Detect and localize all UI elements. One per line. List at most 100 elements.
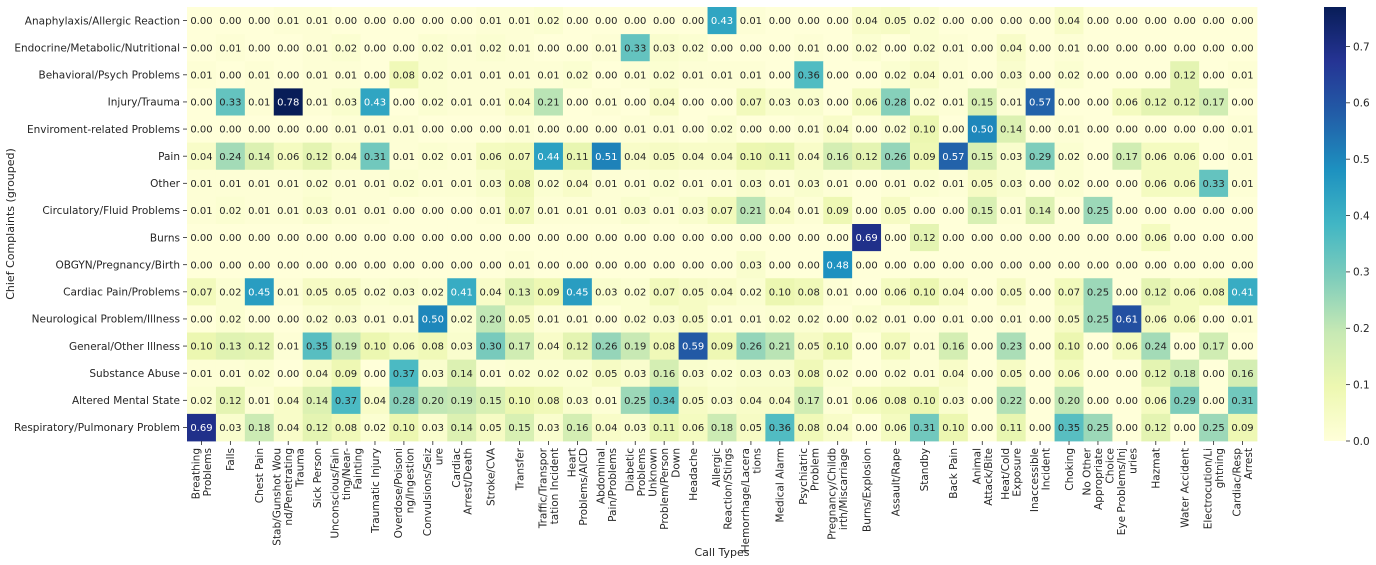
cell-value-label: 0.41: [451, 287, 473, 298]
colorbar-tick-label: 0.6: [1353, 98, 1370, 110]
column-label: Stab/Gunshot Wou: [272, 448, 284, 546]
cell-value-label: 0.00: [595, 233, 617, 244]
cell-value-label: 0.01: [827, 287, 849, 298]
cell-value-label: 0.06: [855, 98, 877, 109]
row-label: Anaphylaxis/Allergic Reaction: [25, 15, 180, 27]
cell-value-label: 0.00: [798, 260, 820, 271]
column-label: ghtning: [1214, 448, 1226, 488]
cell-value-label: 0.00: [1145, 16, 1167, 27]
cell-value-label: 0.00: [1202, 125, 1224, 136]
column-label: Animal: [971, 448, 983, 484]
cell-value-label: 0.07: [508, 152, 530, 163]
row-label: Enviroment-related Problems: [27, 124, 180, 136]
cell-value-label: 0.01: [942, 98, 964, 109]
cell-value-label: 0.01: [798, 43, 820, 54]
column-label: Down: [670, 448, 682, 478]
cell-value-label: 0.19: [335, 342, 357, 353]
cell-value-label: 0.00: [1145, 70, 1167, 81]
cell-value-label: 0.00: [1116, 287, 1138, 298]
cell-value-label: 0.36: [798, 70, 820, 81]
cell-value-label: 0.11: [566, 152, 588, 163]
column-label: Hemorrhage/Lacera: [740, 448, 752, 552]
cell-value-label: 0.00: [190, 125, 212, 136]
cell-value-label: 0.00: [769, 16, 791, 27]
column-label: Medical Alarm: [775, 448, 787, 522]
cell-value-label: 0.03: [1000, 70, 1022, 81]
cell-value-label: 0.00: [422, 233, 444, 244]
cell-value-label: 0.03: [306, 206, 328, 217]
cell-value-label: 0.01: [335, 179, 357, 190]
cell-value-label: 0.01: [711, 315, 733, 326]
cell-value-label: 0.00: [1000, 233, 1022, 244]
cell-value-label: 0.09: [913, 152, 935, 163]
column-label: Unconscious/Fain: [329, 448, 341, 539]
cell-value-label: 0.23: [1000, 342, 1022, 353]
column-label: Problems/AICD: [578, 448, 590, 526]
column-label: Electrocution/Li: [1203, 448, 1215, 529]
cell-value-label: 0.03: [393, 287, 415, 298]
column-label: Exposure: [1012, 448, 1024, 497]
cell-value-label: 0.00: [682, 16, 704, 27]
cell-value-label: 0.00: [913, 315, 935, 326]
cell-value-label: 0.37: [393, 369, 415, 380]
cell-value-label: 0.01: [827, 179, 849, 190]
cell-value-label: 0.07: [1058, 287, 1080, 298]
column-label: Problem: [809, 448, 821, 491]
cell-value-label: 0.01: [480, 98, 502, 109]
cell-value-label: 0.06: [884, 287, 906, 298]
cell-value-label: 0.00: [219, 233, 241, 244]
cell-value-label: 0.02: [364, 423, 386, 434]
cell-value-label: 0.00: [1174, 233, 1196, 244]
cell-value-label: 0.01: [740, 70, 762, 81]
cell-value-label: 0.06: [1058, 369, 1080, 380]
cell-value-label: 0.08: [393, 70, 415, 81]
cell-value-label: 0.01: [393, 315, 415, 326]
cell-value-label: 0.01: [1231, 152, 1253, 163]
cell-value-label: 0.06: [277, 152, 299, 163]
cell-value-label: 0.00: [219, 16, 241, 27]
column-label: tions: [751, 448, 763, 474]
cell-value-label: 0.04: [769, 396, 791, 407]
cell-value-label: 0.00: [248, 43, 270, 54]
cell-value-label: 0.11: [653, 423, 675, 434]
cell-value-label: 0.00: [190, 315, 212, 326]
cell-value-label: 0.12: [566, 342, 588, 353]
cell-value-label: 0.01: [248, 70, 270, 81]
cell-value-label: 0.12: [219, 396, 241, 407]
cell-value-label: 0.02: [364, 287, 386, 298]
cell-value-label: 0.02: [855, 43, 877, 54]
cell-value-label: 0.00: [480, 233, 502, 244]
cell-value-label: 0.04: [942, 369, 964, 380]
cell-value-label: 0.69: [855, 233, 877, 244]
cell-value-label: 0.01: [884, 315, 906, 326]
cell-value-label: 0.25: [1087, 423, 1109, 434]
cell-value-label: 0.00: [566, 125, 588, 136]
column-label: Arrest/Death: [462, 448, 474, 515]
cell-value-label: 0.00: [1202, 152, 1224, 163]
cell-value-label: 0.03: [537, 423, 559, 434]
cell-value-label: 0.00: [971, 260, 993, 271]
cell-value-label: 0.06: [480, 152, 502, 163]
cell-value-label: 0.33: [219, 98, 241, 109]
cell-value-label: 0.13: [508, 287, 530, 298]
cell-value-label: 0.00: [190, 16, 212, 27]
cell-value-label: 0.03: [595, 287, 617, 298]
cell-value-label: 0.04: [566, 179, 588, 190]
cell-value-label: 0.16: [827, 152, 849, 163]
cell-value-label: 0.00: [1174, 206, 1196, 217]
cell-value-label: 0.00: [1029, 342, 1051, 353]
cell-value-label: 0.00: [1231, 43, 1253, 54]
cell-value-label: 0.01: [537, 315, 559, 326]
cell-value-label: 0.05: [740, 423, 762, 434]
cell-value-label: 0.16: [566, 423, 588, 434]
cell-value-label: 0.01: [537, 206, 559, 217]
cell-value-label: 0.01: [248, 206, 270, 217]
cell-value-label: 0.00: [595, 70, 617, 81]
column-label: tation Incident: [549, 448, 561, 524]
cell-value-label: 0.04: [798, 152, 820, 163]
cell-value-label: 0.01: [508, 70, 530, 81]
column-label: Trauma: [295, 448, 307, 488]
cell-value-label: 0.02: [306, 315, 328, 326]
colorbar-tick-label: 0.1: [1353, 379, 1370, 391]
cell-value-label: 0.05: [1000, 287, 1022, 298]
